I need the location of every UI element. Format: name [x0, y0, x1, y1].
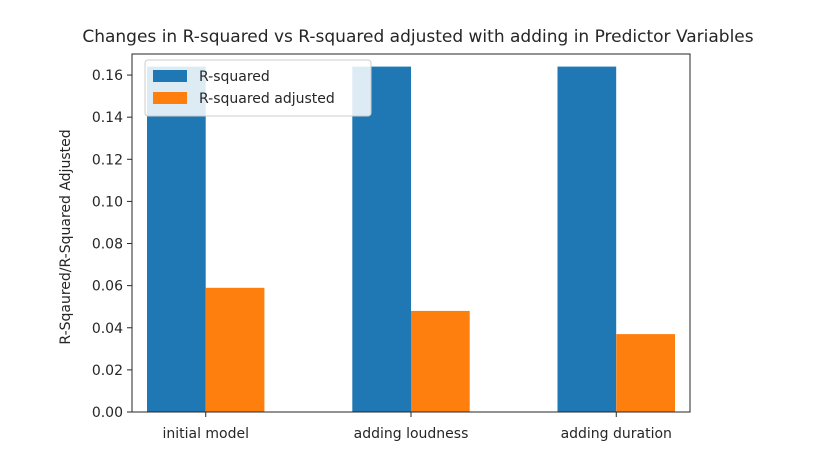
bars-layer [147, 66, 675, 412]
bar-r-squared-adjusted-initial-model [205, 287, 265, 412]
legend-swatch [153, 70, 187, 82]
x-tick-label: initial model [162, 426, 249, 442]
y-tick-label: 0.02 [92, 363, 123, 379]
bar-r-squared-adding-duration [557, 66, 617, 412]
legend-label: R-squared [199, 69, 270, 85]
legend: R-squared R-squared adjusted [144, 59, 372, 117]
plot-frame [131, 53, 691, 413]
y-tick-label: 0.04 [92, 321, 123, 337]
axes-layer: initial model adding loudness adding durat… [92, 53, 691, 442]
y-tick-label: 0.16 [92, 68, 123, 84]
y-tick-label: 0.06 [92, 279, 123, 295]
y-tick-label: 0.10 [92, 194, 123, 210]
x-tick-label: adding loudness [354, 426, 469, 442]
legend-swatch [153, 92, 187, 104]
bar-r-squared-adjusted-adding-duration [616, 334, 675, 412]
y-tick-label: 0.00 [92, 405, 123, 421]
bar-r-squared-adjusted-adding-loudness [411, 310, 470, 412]
y-tick-label: 0.12 [92, 152, 123, 168]
y-axis-label: R-Sqaured/R-Squared Adjusted [58, 129, 74, 344]
y-tick-label: 0.08 [92, 237, 123, 253]
legend-box [144, 59, 372, 117]
chart-title: Changes in R-squared vs R-squared adjust… [82, 27, 753, 47]
bar-r-squared-initial-model [147, 66, 206, 412]
legend-label: R-squared adjusted [199, 91, 335, 107]
x-tick-label: adding duration [561, 426, 672, 442]
y-tick-label: 0.14 [92, 110, 123, 126]
bar-r-squared-adding-loudness [352, 66, 411, 412]
